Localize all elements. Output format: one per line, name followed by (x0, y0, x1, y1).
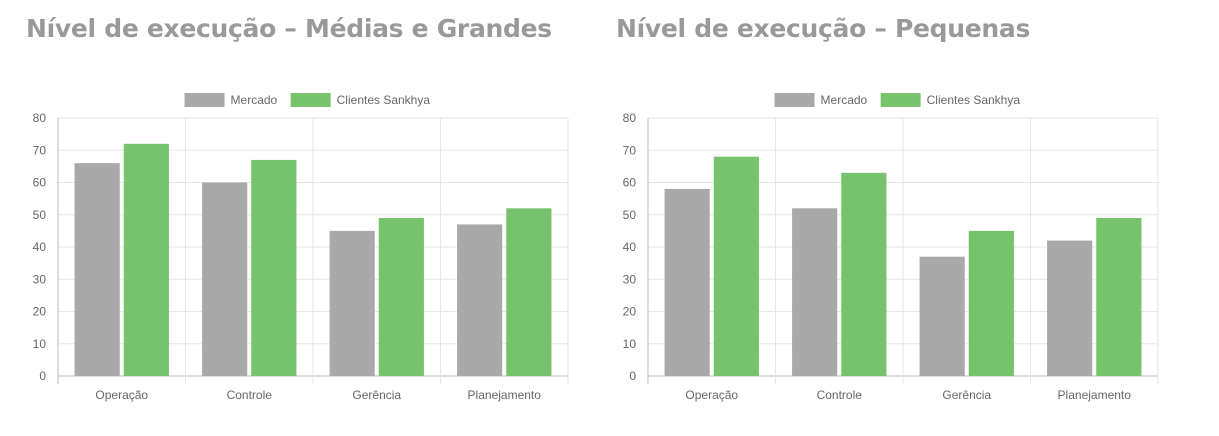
x-tick-label: Gerência (352, 388, 401, 402)
x-tick-label: Planejamento (468, 388, 542, 402)
y-tick-label: 80 (623, 111, 637, 125)
chart-title: Nível de execução – Médias e Grandes (26, 14, 552, 43)
y-tick-label: 80 (33, 111, 47, 125)
y-tick-label: 10 (623, 337, 637, 351)
y-tick-label: 60 (623, 176, 637, 190)
y-tick-label: 30 (33, 272, 47, 286)
bar (919, 256, 965, 376)
bar (506, 208, 552, 376)
bar (968, 230, 1014, 376)
chart-title: Nível de execução – Pequenas (616, 14, 1031, 43)
bar (251, 159, 297, 376)
bar (74, 163, 120, 376)
y-tick-label: 20 (623, 305, 637, 319)
y-tick-label: 50 (623, 208, 637, 222)
y-tick-label: 70 (623, 143, 637, 157)
bar-chart-pequenas: 0 10 20 30 40 50 60 70 80 Operação Controle Gerênci… (623, 93, 1159, 402)
bar (123, 143, 169, 376)
y-tick-label: 70 (33, 143, 47, 157)
y-tick-label: 20 (33, 305, 47, 319)
x-tick-label: Planejamento (1058, 388, 1132, 402)
bar (202, 182, 248, 376)
y-tick-label: 10 (33, 337, 47, 351)
legend-label: Clientes Sankhya (927, 93, 1021, 107)
x-tick-label: Gerência (942, 388, 991, 402)
legend-swatch (290, 93, 331, 107)
bar (378, 217, 424, 376)
y-tick-label: 40 (623, 240, 637, 254)
legend-swatch (774, 93, 815, 107)
legend-swatch (880, 93, 921, 107)
bar (1096, 217, 1142, 376)
x-tick-label: Controle (817, 388, 863, 402)
legend-label: Mercado (231, 93, 278, 107)
bar (457, 224, 503, 376)
chart-panel-pequenas: Nível de execução – Pequenas 0 10 20 30 40 50… (590, 0, 1180, 436)
legend-swatch (184, 93, 225, 107)
legend-label: Mercado (821, 93, 868, 107)
y-tick-label: 40 (33, 240, 47, 254)
legend-label: Clientes Sankhya (337, 93, 431, 107)
bar (329, 230, 375, 376)
y-tick-label: 30 (623, 272, 637, 286)
x-tick-label: Operação (95, 388, 148, 402)
chart-panel-medias-grandes: Nível de execução – Médias e Grandes 0 10… (0, 0, 590, 436)
y-tick-label: 60 (33, 176, 47, 190)
bar (664, 188, 710, 376)
y-tick-label: 0 (39, 369, 46, 383)
y-tick-label: 0 (629, 369, 636, 383)
bar (1047, 240, 1093, 376)
y-tick-label: 50 (33, 208, 47, 222)
bar (792, 208, 838, 376)
bar-chart-medias-grandes: 0 10 20 30 40 50 60 70 80 Operação Controle Gerênci… (33, 93, 569, 402)
bar (713, 156, 759, 376)
x-tick-label: Operação (685, 388, 738, 402)
bar (841, 172, 887, 376)
x-tick-label: Controle (227, 388, 273, 402)
